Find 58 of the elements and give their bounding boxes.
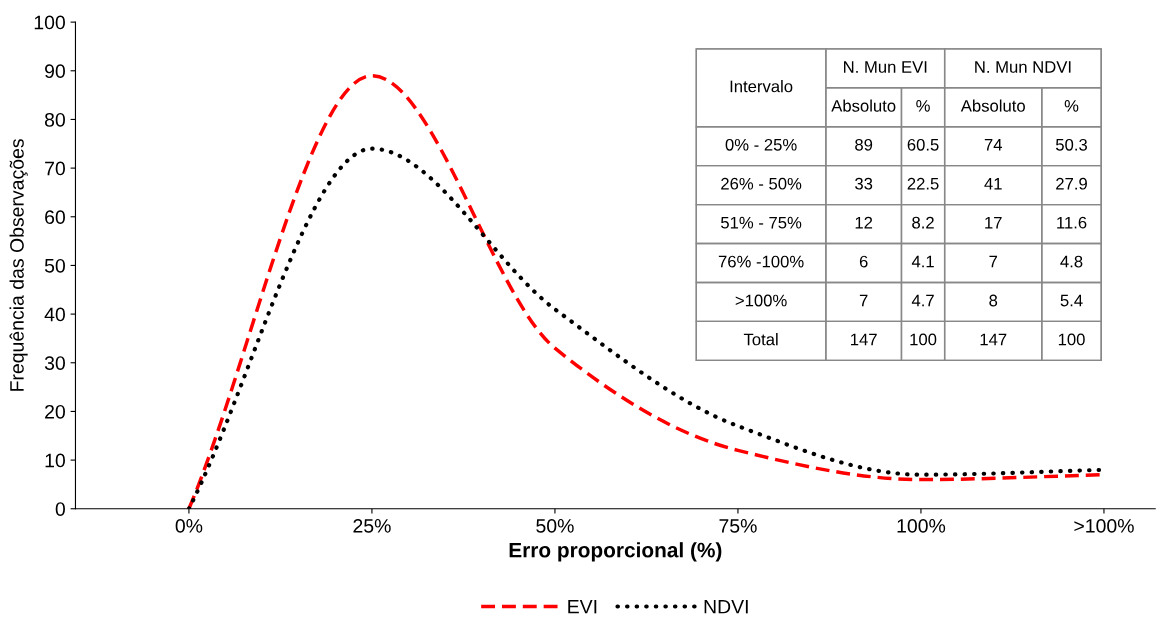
annotation: 89 xyxy=(855,138,873,151)
annotation: % xyxy=(916,100,930,112)
y-tick-label: 80 xyxy=(44,112,65,127)
annotation: 100 xyxy=(910,333,937,346)
annotation: 7 xyxy=(989,255,998,268)
annotation: 6 xyxy=(859,255,868,268)
x-tick-label: 0% xyxy=(175,519,203,533)
annotation: 41 xyxy=(984,177,1002,190)
annotation: 26% - 50% xyxy=(721,177,802,190)
annotation: 22.5 xyxy=(907,177,939,190)
y-tick-label: 50 xyxy=(44,258,65,273)
annotation: % xyxy=(1064,100,1079,112)
annotation: 74 xyxy=(984,139,1003,151)
annotation: 33 xyxy=(855,177,873,190)
annotation: 5.4 xyxy=(1060,294,1083,307)
annotation: 76% -100% xyxy=(718,255,804,268)
annotation: 12 xyxy=(855,216,873,229)
annotation: 60.5 xyxy=(907,138,939,151)
y-axis-title: Frequência das Observações xyxy=(9,139,28,391)
x-tick-label: 50% xyxy=(536,519,574,533)
x-tick-label: 25% xyxy=(353,519,391,533)
annotation: 4.1 xyxy=(911,255,934,268)
y-tick-label: 60 xyxy=(45,210,65,225)
annotation: 7 xyxy=(859,294,868,307)
annotation: >100% xyxy=(735,294,787,307)
legend-label: EVI xyxy=(568,599,597,614)
annotation: 0% - 25% xyxy=(725,138,797,151)
annotation: 27.9 xyxy=(1056,177,1087,190)
y-tick-label: 70 xyxy=(45,161,65,176)
y-tick-label: 40 xyxy=(44,307,65,322)
annotation: 147 xyxy=(851,333,877,346)
annotation: Absoluto xyxy=(831,99,896,112)
annotation: N. Mun EVI xyxy=(844,61,927,73)
annotation: Total xyxy=(743,333,778,346)
annotation: 100 xyxy=(1058,333,1085,346)
y-tick-label: 90 xyxy=(45,64,65,79)
y-tick-label: 10 xyxy=(45,453,65,468)
y-tick-label: 20 xyxy=(45,404,65,419)
annotation: 4.7 xyxy=(911,294,934,307)
annotation: Absoluto xyxy=(960,99,1025,112)
y-tick-label: 30 xyxy=(44,356,65,370)
x-tick-label: 75% xyxy=(719,519,757,533)
annotation: N. Mun NDVI xyxy=(975,61,1071,73)
x-tick-label: >100% xyxy=(1074,519,1134,533)
annotation: 50.3 xyxy=(1055,138,1087,151)
x-axis-title: Erro proporcional (%) xyxy=(509,542,722,562)
annotation: 4.8 xyxy=(1060,255,1083,268)
annotation: Intervalo xyxy=(730,80,793,93)
annotation: 51% - 75% xyxy=(721,216,802,229)
annotation: 8 xyxy=(989,294,998,307)
annotation: 17 xyxy=(985,216,1002,229)
x-tick-label: 100% xyxy=(897,519,946,533)
y-tick-label: 0 xyxy=(55,502,65,516)
annotation: 147 xyxy=(980,333,1007,346)
legend-label: NDVI xyxy=(704,599,748,614)
y-tick-label: 100 xyxy=(34,15,65,30)
annotation: 11.6 xyxy=(1057,216,1087,229)
annotation: 8.2 xyxy=(912,216,934,229)
